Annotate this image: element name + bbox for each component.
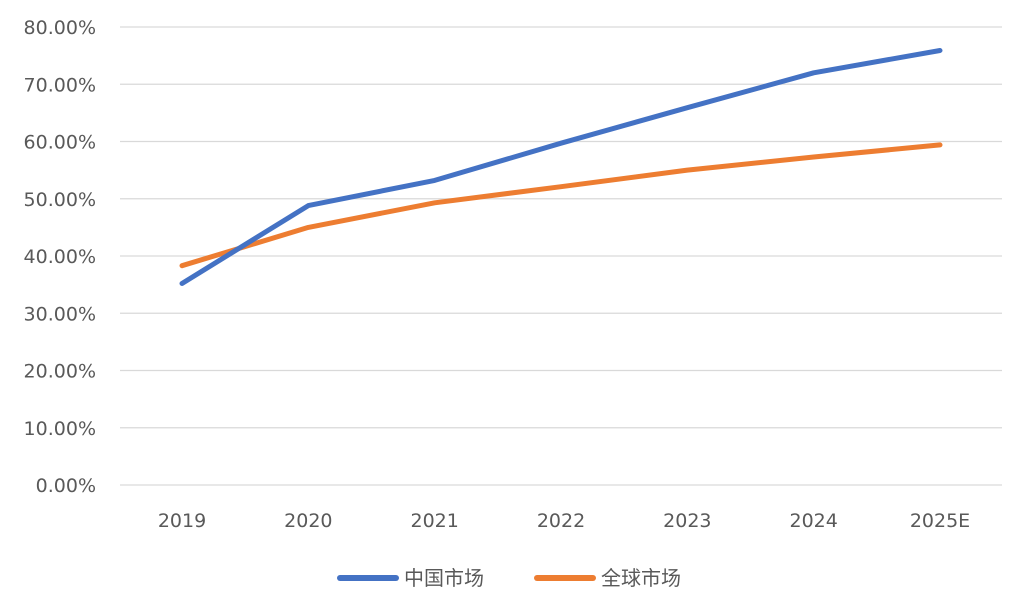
- series-line-0: [179, 48, 943, 286]
- series-lines: [179, 48, 943, 286]
- y-tick-label: 80.00%: [24, 17, 96, 39]
- gridlines: [120, 26, 1002, 486]
- legend-label: 全球市场: [601, 566, 681, 590]
- y-tick-label: 40.00%: [24, 246, 96, 268]
- y-tick-label: 50.00%: [24, 189, 96, 211]
- x-tick-label: 2019: [158, 510, 206, 532]
- x-tick-label: 2025E: [910, 510, 970, 532]
- y-tick-label: 0.00%: [36, 475, 96, 497]
- x-tick-label: 2024: [789, 510, 837, 532]
- x-tick-label: 2022: [537, 510, 585, 532]
- legend: 中国市场 全球市场: [337, 566, 681, 590]
- x-axis-tick-labels: 2019 2020 2021 2022 2023 2024 2025E: [158, 510, 970, 532]
- y-axis-tick-labels: 0.00% 10.00% 20.00% 30.00% 40.00% 50.00% 60.00…: [24, 17, 96, 497]
- y-tick-label: 10.00%: [24, 418, 96, 440]
- x-tick-label: 2021: [410, 510, 458, 532]
- y-tick-label: 30.00%: [24, 303, 96, 325]
- y-tick-label: 70.00%: [24, 74, 96, 96]
- y-tick-label: 20.00%: [24, 361, 96, 383]
- x-tick-label: 2020: [284, 510, 332, 532]
- series-line-1: [179, 142, 943, 269]
- x-tick-label: 2023: [663, 510, 711, 532]
- legend-label: 中国市场: [404, 566, 484, 590]
- y-tick-label: 60.00%: [24, 132, 96, 154]
